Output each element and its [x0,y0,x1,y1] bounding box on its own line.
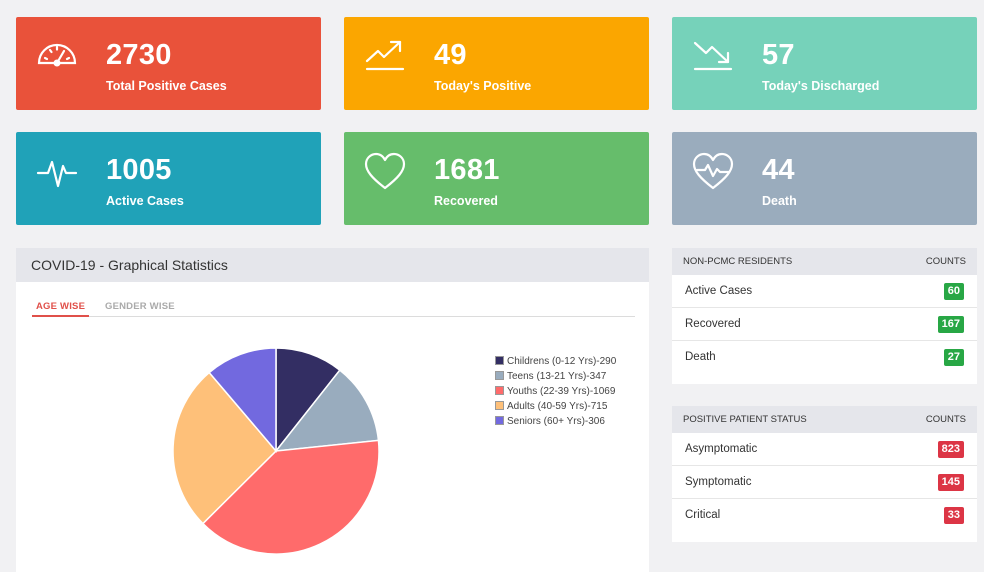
table-row: Active Cases 60 [672,275,977,308]
broken-heart-icon [692,152,734,194]
stat-card-total-positive-cases: 2730 Total Positive Cases [16,17,321,110]
stat-value: 57 [762,39,795,71]
trend-down-icon [692,37,734,79]
count-badge: 145 [937,473,964,491]
age-pie-chart [172,347,380,555]
non-pcmc-header: NON-PCMC RESIDENTS COUNTS [672,248,977,275]
non-pcmc-table: NON-PCMC RESIDENTS COUNTS Active Cases 60… [672,248,977,384]
legend-swatch [495,371,504,380]
table-row: Recovered 167 [672,308,977,341]
stat-card-active-cases: 1005 Active Cases [16,132,321,225]
stat-value: 2730 [106,39,172,71]
row-label: Symptomatic [685,475,752,488]
trend-up-icon [364,37,406,79]
stat-value: 44 [762,154,795,186]
patient-status-header-counts: COUNTS [925,414,966,425]
table-row: Symptomatic 145 [672,466,977,499]
count-badge: 823 [937,440,964,458]
pie-slice-4[interactable] [208,347,277,454]
stat-value: 1681 [434,154,500,186]
heart-icon [364,152,406,194]
chart-tabs: AGE WISE GENDER WISE [32,298,635,317]
pie-slice-3[interactable] [172,371,278,525]
count-badge: 33 [943,507,964,524]
legend-swatch [495,401,504,410]
row-label: Asymptomatic [685,442,758,455]
legend-label: Seniors (60+ Yrs)-306 [507,416,605,427]
row-label: Critical [685,509,721,521]
legend-item[interactable]: Childrens (0-12 Yrs)-290 [495,354,616,369]
pie-slice-0[interactable] [275,347,341,454]
non-pcmc-header-label: NON-PCMC RESIDENTS [683,256,793,267]
non-pcmc-header-counts: COUNTS [925,256,966,267]
table-row: Asymptomatic 823 [672,433,977,466]
legend-label: Childrens (0-12 Yrs)-290 [507,356,617,367]
legend-item[interactable]: Teens (13-21 Yrs)-347 [495,369,616,384]
graph-panel-title: COVID-19 - Graphical Statistics [16,248,649,282]
row-label: Recovered [685,317,741,330]
table-row: Critical 33 [672,499,977,532]
stat-label: Death [762,194,797,208]
tab-gender-wise[interactable]: GENDER WISE [105,301,175,312]
stat-label: Active Cases [106,194,184,208]
legend-swatch [495,386,504,395]
legend-label: Adults (40-59 Yrs)-715 [507,401,608,412]
speedometer-icon [36,37,78,79]
stat-value: 49 [434,39,467,71]
graph-panel: COVID-19 - Graphical Statistics AGE WISE… [16,248,649,572]
stat-label: Total Positive Cases [106,79,227,93]
legend-item[interactable]: Seniors (60+ Yrs)-306 [495,414,616,429]
count-badge: 27 [943,349,964,366]
table-row: Death 27 [672,341,977,374]
pie-slice-1[interactable] [274,369,380,452]
patient-status-table: POSITIVE PATIENT STATUS COUNTS Asymptoma… [672,406,977,542]
legend-swatch [495,356,504,365]
stat-label: Today's Positive [434,79,532,93]
legend-item[interactable]: Youths (22-39 Yrs)-1069 [495,384,616,399]
count-badge: 60 [943,282,964,300]
pie-slice-2[interactable] [201,439,380,555]
pulse-icon [36,152,78,194]
legend-swatch [495,416,504,425]
legend-label: Teens (13-21 Yrs)-347 [507,371,607,382]
stat-value: 1005 [106,154,172,186]
stat-card-today-s-positive: 49 Today's Positive [344,17,649,110]
tab-age-wise[interactable]: AGE WISE [32,301,90,317]
patient-status-header-label: POSITIVE PATIENT STATUS [683,414,807,425]
stat-card-death: 44 Death [672,132,977,225]
stat-card-recovered: 1681 Recovered [344,132,649,225]
chart-legend: Childrens (0-12 Yrs)-290 Teens (13-21 Yrs… [495,354,616,429]
row-label: Death [685,351,716,363]
row-label: Active Cases [685,284,753,297]
patient-status-header: POSITIVE PATIENT STATUS COUNTS [672,406,977,433]
stat-label: Recovered [434,194,498,208]
legend-item[interactable]: Adults (40-59 Yrs)-715 [495,399,616,414]
legend-label: Youths (22-39 Yrs)-1069 [507,386,616,397]
count-badge: 167 [937,315,964,333]
stat-card-today-s-discharged: 57 Today's Discharged [672,17,977,110]
stat-label: Today's Discharged [762,79,880,93]
